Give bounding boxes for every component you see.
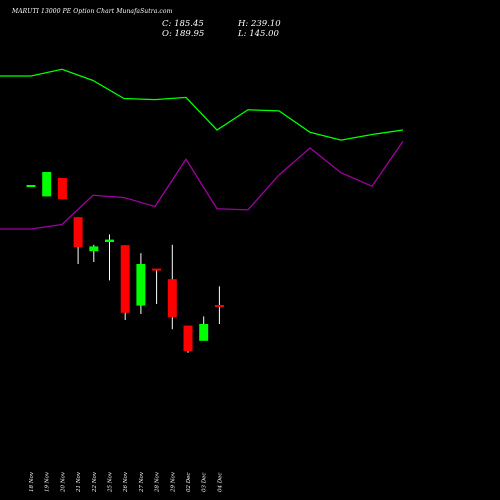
x-tick-label: 25 Nov	[108, 471, 114, 493]
candle-body	[183, 325, 193, 352]
open-value: O: 189.95	[162, 29, 205, 39]
x-tick-label: 19 Nov	[45, 471, 51, 492]
candle-body	[199, 324, 209, 341]
upper-band-line	[0, 68, 404, 141]
x-tick-label: 26 Nov	[123, 471, 129, 493]
x-tick-label: 03 Dec	[202, 473, 208, 493]
high-value: H: 239.10	[238, 19, 281, 29]
candle-body	[89, 246, 99, 252]
x-tick-label: 18 Nov	[29, 471, 35, 492]
candle-body	[26, 185, 36, 187]
x-tick-label: 29 Nov	[170, 471, 176, 493]
close-value: C: 185.45	[162, 19, 204, 29]
candle-body	[214, 305, 224, 308]
candle-body	[120, 245, 130, 313]
x-tick-label: 28 Nov	[155, 471, 161, 493]
indicator-lines	[0, 68, 404, 230]
x-tick-label: 02 Dec	[186, 473, 192, 493]
candle-body	[73, 217, 83, 248]
x-tick-label: 21 Nov	[76, 471, 82, 493]
candle-body	[167, 279, 177, 318]
x-tick-label: 27 Nov	[139, 471, 145, 493]
x-axis-labels: 18 Nov 19 Nov 20 Nov 21 Nov 22 Nov 25 Nov 26 N…	[29, 471, 223, 493]
candle-body	[152, 268, 162, 271]
chart-title: MARUTI 13000 PE Option Chart MunafaSutra…	[12, 8, 173, 15]
lower-band-line	[0, 140, 404, 230]
x-tick-label: 22 Nov	[92, 471, 98, 493]
x-tick-label: 04 Dec	[217, 473, 223, 493]
low-value: L: 145.00	[238, 29, 279, 39]
candle-body	[57, 178, 67, 200]
candle-body	[42, 172, 52, 197]
x-tick-label: 20 Nov	[60, 471, 66, 493]
candles	[26, 172, 224, 353]
candle-body	[136, 264, 146, 306]
candle-body	[105, 239, 114, 242]
